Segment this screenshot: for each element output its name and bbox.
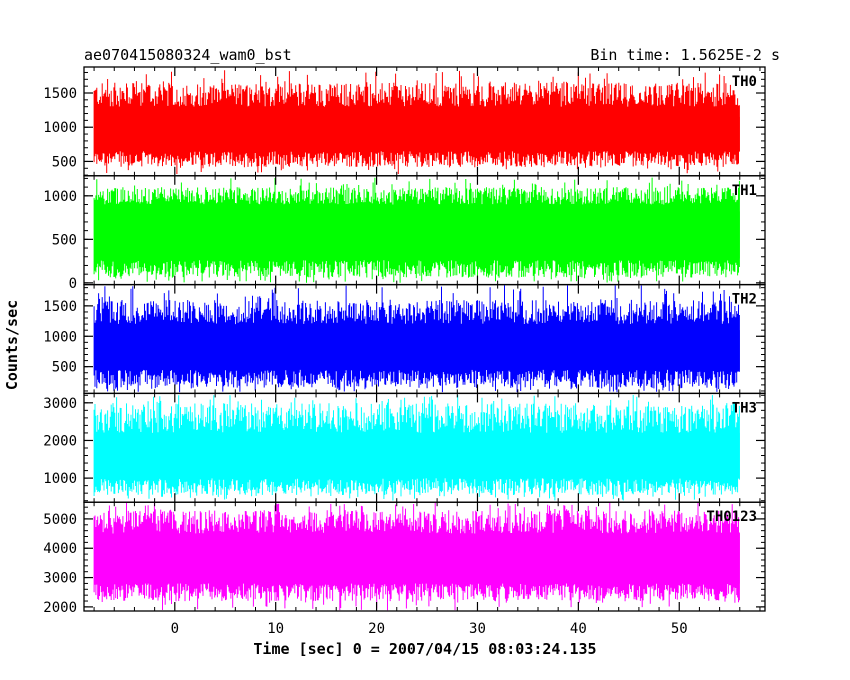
x-tick-label: 50 <box>671 621 688 637</box>
y-tick-label: 4000 <box>43 541 77 557</box>
y-tick-label: 2000 <box>43 600 77 616</box>
series-th0123-core <box>94 533 740 584</box>
series-th3-core <box>94 432 740 479</box>
panel-th0: 500 1000 1500 TH0 <box>43 66 766 177</box>
y-tick-label: 0 <box>69 276 77 292</box>
panel-label-th1: TH1 <box>732 183 757 199</box>
series-th0-core <box>94 116 740 152</box>
x-tick-label: 30 <box>469 621 486 637</box>
chart-subtitle: Bin time: 1.5625E-2 s <box>590 46 780 64</box>
y-tick-label: 1500 <box>43 86 77 102</box>
y-tick-label: 5000 <box>43 512 77 528</box>
panel-frame <box>83 501 766 612</box>
panel-th0123: 2000 3000 4000 5000 TH0123 0 10 20 30 40 50 <box>43 501 766 637</box>
y-tick-label: 1000 <box>43 329 77 345</box>
panel-label-th3: TH3 <box>732 400 757 416</box>
y-tick-label: 3000 <box>43 396 77 412</box>
panel-label-th2: TH2 <box>732 292 757 308</box>
x-axis-label: Time [sec] 0 = 2007/04/15 08:03:24.135 <box>253 640 596 658</box>
y-tick-label: 1000 <box>43 471 77 487</box>
x-tick-label: 0 <box>171 621 179 637</box>
y-tick-label: 500 <box>52 360 77 376</box>
panel-th1: 0 500 1000 TH1 <box>43 175 766 292</box>
series-th1-core <box>94 211 740 259</box>
y-tick-label: 3000 <box>43 571 77 587</box>
panel-label-th0: TH0 <box>732 74 757 90</box>
y-axis-label: Counts/sec <box>3 300 21 390</box>
y-tick-label: 500 <box>52 154 77 170</box>
x-tick-label: 40 <box>570 621 587 637</box>
x-tick-label: 20 <box>368 621 385 637</box>
y-tick-label: 1000 <box>43 120 77 136</box>
panel-label-th0123: TH0123 <box>706 509 757 525</box>
y-tick-label: 1000 <box>43 189 77 205</box>
panel-th3: 1000 2000 3000 TH3 <box>43 392 766 503</box>
y-tick-label: 2000 <box>43 433 77 449</box>
panel-th2: 500 1000 1500 TH2 <box>43 283 766 395</box>
series-th2-core <box>94 330 740 370</box>
x-tick-label: 10 <box>267 621 284 637</box>
y-tick-label: 1500 <box>43 299 77 315</box>
chart-title: ae070415080324_wam0_bst <box>84 46 292 64</box>
y-tick-label: 500 <box>52 232 77 248</box>
